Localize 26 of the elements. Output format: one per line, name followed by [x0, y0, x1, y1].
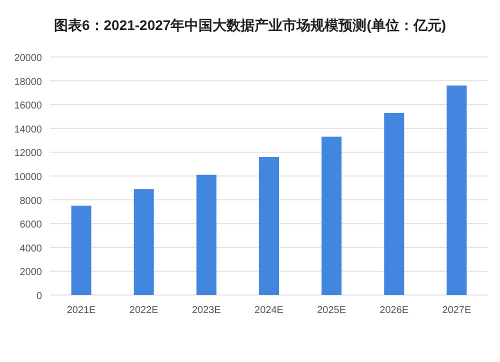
bar	[384, 112, 404, 295]
y-tick-label: 20000	[14, 53, 42, 64]
x-tick-label: 2022E	[129, 305, 159, 316]
y-tick-label: 2000	[20, 267, 42, 278]
x-tick-label: 2026E	[380, 305, 409, 316]
y-tick-label: 14000	[14, 124, 42, 136]
bar	[259, 156, 279, 295]
x-tick-label: 2023E	[192, 305, 222, 316]
x-tick-label: 2024E	[254, 305, 284, 316]
x-tick-label: 2025E	[317, 305, 346, 316]
y-tick-label: 8000	[20, 196, 42, 207]
y-tick-label: 16000	[14, 100, 42, 112]
bar	[446, 86, 467, 295]
y-tick-label: 10000	[14, 172, 42, 183]
y-tick-label: 18000	[14, 76, 42, 88]
y-tick-label: 4000	[20, 243, 42, 254]
bar	[322, 136, 342, 295]
y-tick-label: 12000	[14, 148, 42, 160]
bar	[134, 189, 154, 295]
y-tick-label: 0	[36, 291, 42, 302]
chart-title: 图表6：2021-2027年中国大数据产业市场规模预测(单位：亿元)	[54, 17, 446, 33]
y-tick-label: 6000	[20, 220, 42, 231]
bar	[196, 174, 216, 295]
x-tick-label: 2027E	[442, 305, 472, 316]
x-tick-label: 2021E	[66, 305, 96, 316]
bar	[71, 206, 92, 295]
